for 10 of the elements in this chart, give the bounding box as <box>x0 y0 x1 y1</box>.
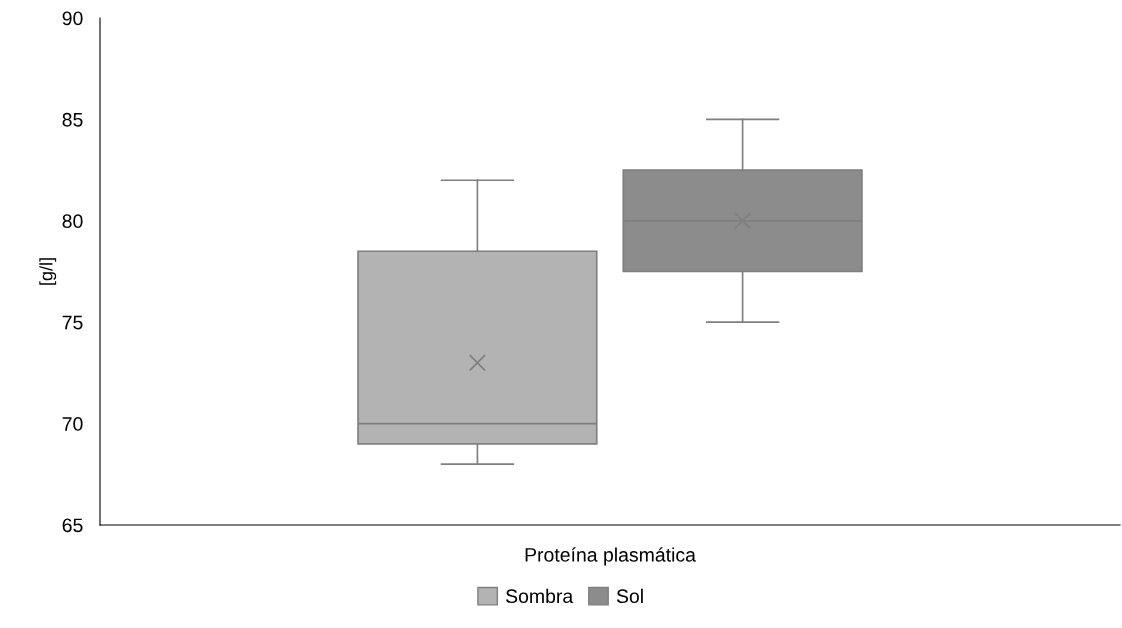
x-tick-label: Proteína plasmática <box>525 547 696 566</box>
legend-label: Sol <box>616 588 643 604</box>
y-tick-label: 65 <box>62 518 83 533</box>
y-tick-label: 75 <box>62 315 83 330</box>
legend-label: Sombra <box>506 588 574 604</box>
y-tick-label: 90 <box>62 11 83 26</box>
y-axis-title: [g/l] <box>39 258 57 285</box>
y-tick-label: 85 <box>62 112 83 127</box>
y-tick-label: 80 <box>62 214 83 229</box>
y-tick-label: 70 <box>62 417 83 431</box>
